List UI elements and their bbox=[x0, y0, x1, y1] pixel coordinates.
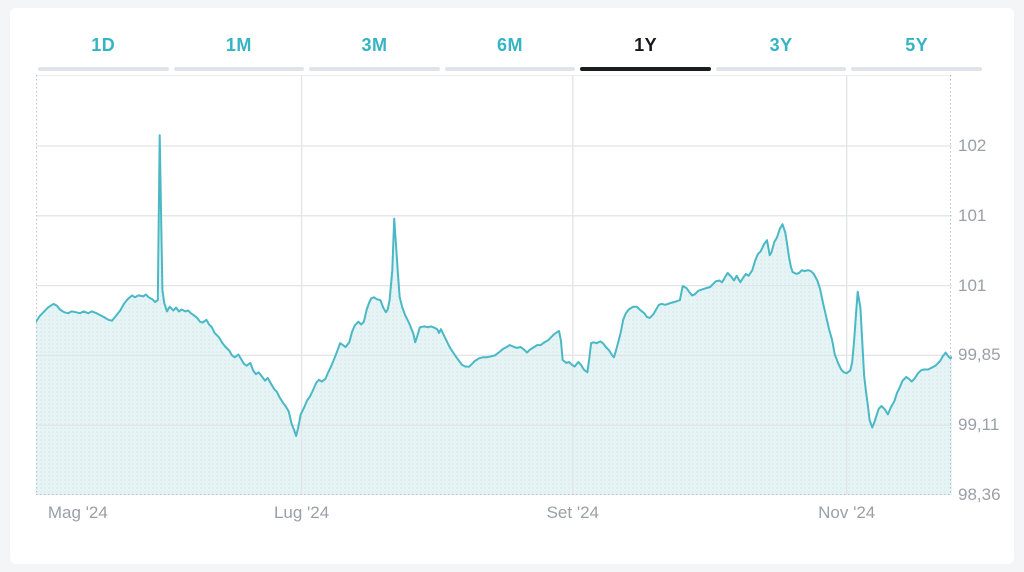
tab-5y-label: 5Y bbox=[905, 35, 929, 55]
y-axis-tick-label: 102 bbox=[958, 136, 987, 155]
tab-1d-label: 1D bbox=[91, 35, 116, 55]
tab-1y-underline bbox=[580, 67, 711, 71]
tab-3m-underline bbox=[309, 67, 440, 71]
tab-1d[interactable]: 1D bbox=[38, 32, 169, 71]
time-range-tabs: 1D 1M 3M 6M 1Y 3Y bbox=[38, 32, 983, 71]
y-axis-tick-label: 101 bbox=[958, 275, 987, 295]
tab-5y[interactable]: 5Y bbox=[851, 32, 983, 71]
chart-card: 1D 1M 3M 6M 1Y 3Y bbox=[10, 8, 1014, 564]
tab-3y-label: 3Y bbox=[769, 35, 793, 55]
tab-6m[interactable]: 6M bbox=[444, 32, 576, 71]
tab-1m-underline bbox=[173, 67, 305, 71]
tab-3y-underline bbox=[715, 67, 847, 71]
y-axis-tick-label: 99,11 bbox=[958, 415, 1000, 435]
tab-3m[interactable]: 3M bbox=[309, 32, 440, 71]
y-axis-tick-label: 99,85 bbox=[958, 345, 1001, 365]
y-axis-tick-label: 98,36 bbox=[958, 485, 1001, 504]
area-fill bbox=[36, 135, 952, 495]
x-axis-tick-label: Lug '24 bbox=[273, 503, 330, 522]
x-axis-tick-label: Mag '24 bbox=[47, 503, 108, 522]
y-axis-tick-label: 101 bbox=[958, 205, 987, 225]
plot-borders bbox=[36, 75, 952, 495]
tab-1d-underline bbox=[38, 67, 169, 71]
price-chart-canvas[interactable] bbox=[36, 75, 952, 495]
tab-1m[interactable]: 1M bbox=[173, 32, 305, 71]
tab-5y-underline bbox=[851, 67, 983, 71]
x-axis-tick-label: Set '24 bbox=[546, 503, 599, 522]
tab-1y-label: 1Y bbox=[634, 35, 658, 55]
price-line bbox=[36, 134, 952, 437]
tab-1m-label: 1M bbox=[225, 35, 252, 55]
gridlines bbox=[36, 75, 952, 495]
tab-6m-label: 6M bbox=[497, 35, 524, 55]
x-axis-tick-label: Nov '24 bbox=[818, 503, 876, 522]
tab-3m-label: 3M bbox=[361, 35, 388, 55]
tab-3y[interactable]: 3Y bbox=[715, 32, 847, 71]
tab-6m-underline bbox=[444, 67, 576, 71]
tab-1y-active[interactable]: 1Y bbox=[580, 32, 711, 71]
